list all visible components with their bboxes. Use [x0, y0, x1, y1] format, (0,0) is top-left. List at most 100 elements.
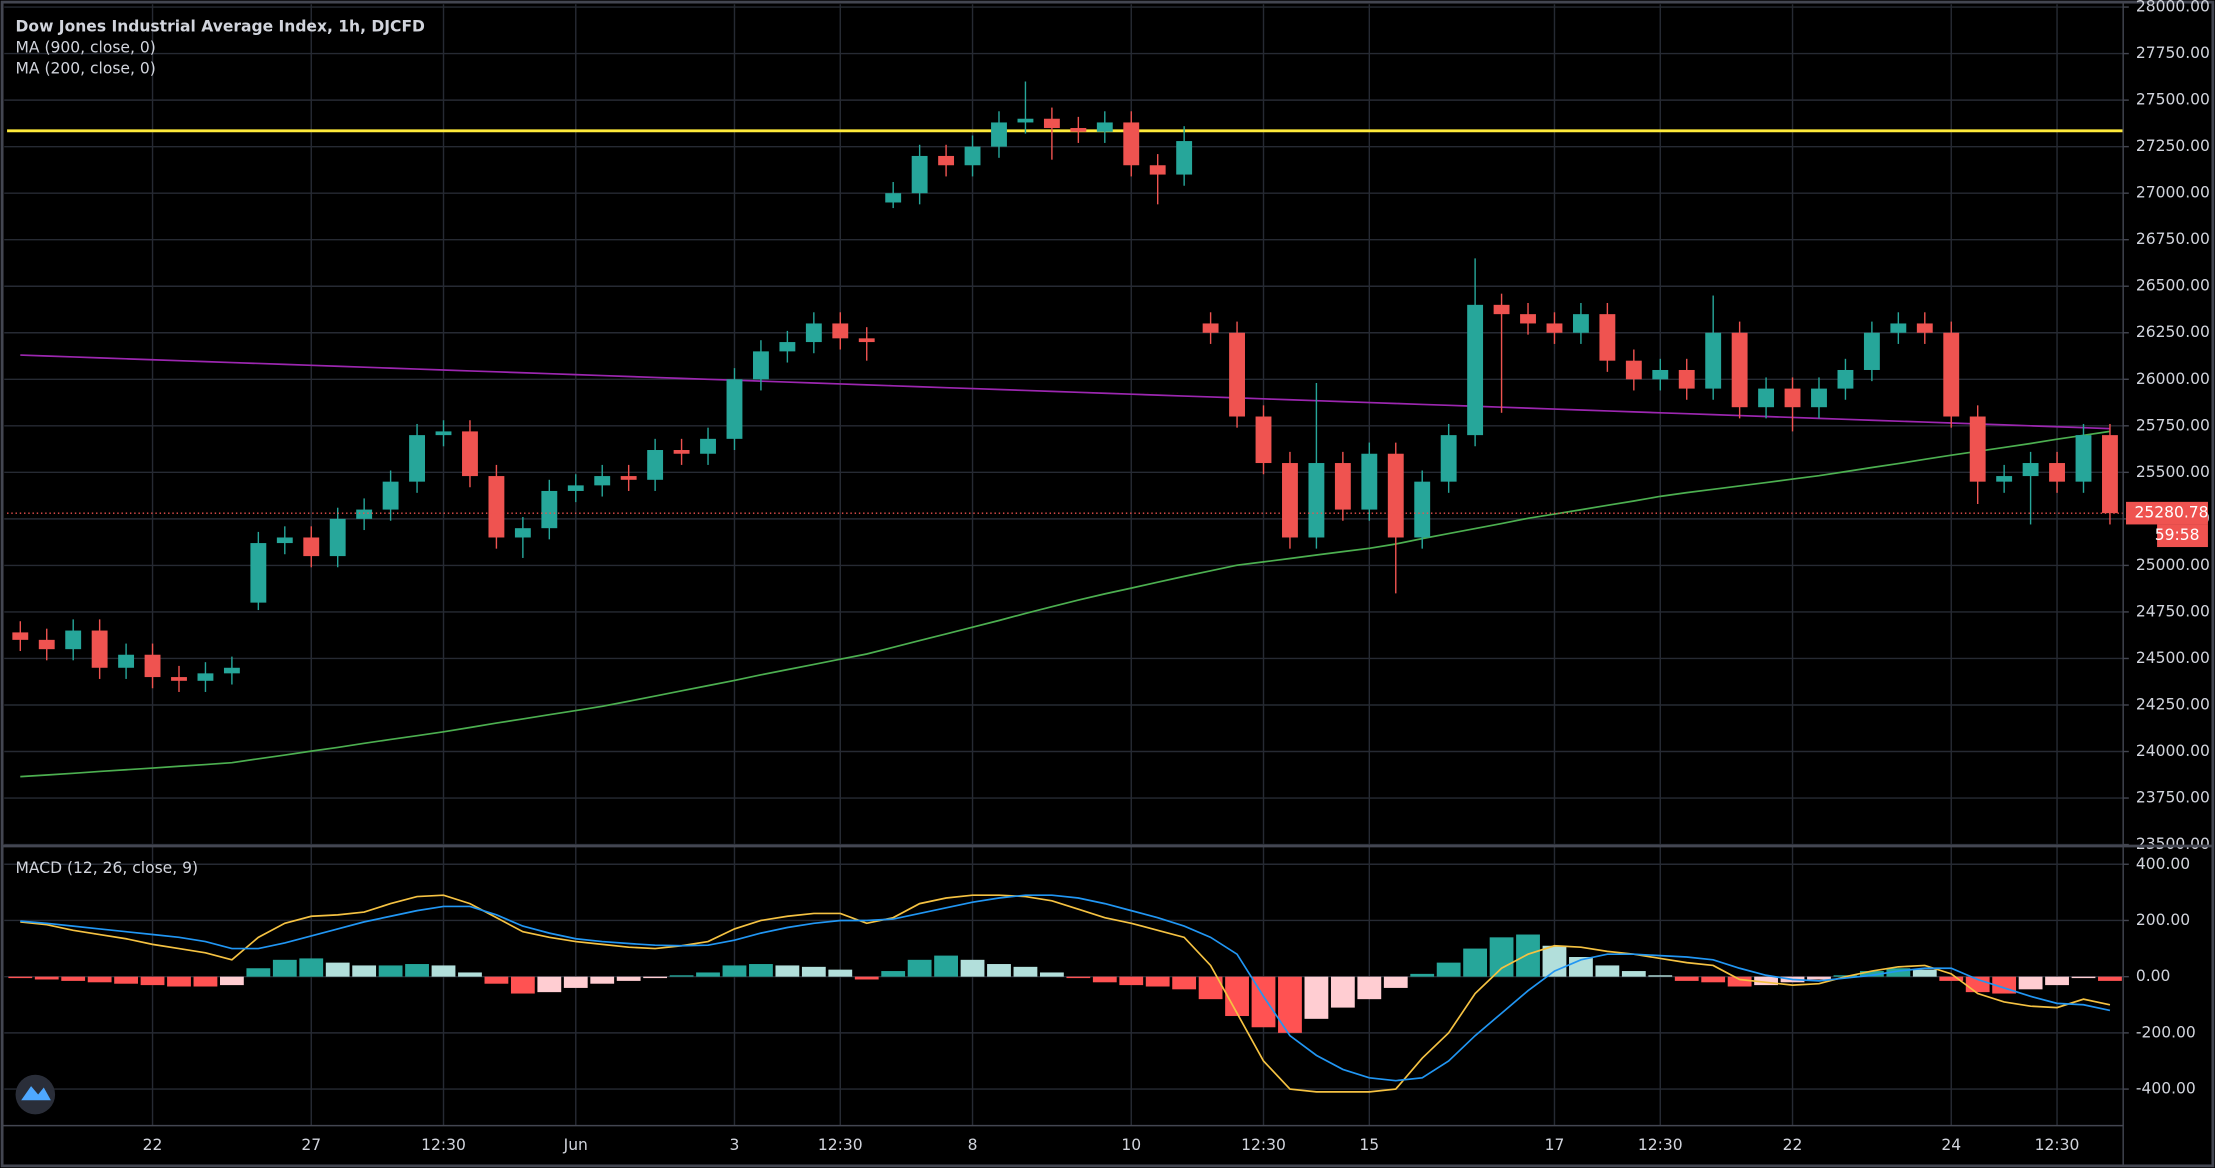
- histogram-bar: [669, 975, 694, 977]
- histogram-bar: [61, 976, 86, 981]
- y-tick-label: 23750.00: [2136, 789, 2210, 807]
- logo-mark: [21, 1086, 51, 1101]
- histogram-bar: [1066, 976, 1091, 979]
- candle-body: [2022, 463, 2039, 477]
- histogram-bar: [193, 976, 218, 987]
- histogram-bar: [1251, 976, 1276, 1028]
- macd-line: [20, 894, 2111, 1082]
- candle-body: [1467, 304, 1484, 436]
- x-tick-label: 22: [1783, 1136, 1803, 1154]
- candle-body: [1414, 481, 1431, 538]
- candle-body: [329, 518, 346, 557]
- y-tick-label: 26750.00: [2136, 230, 2210, 248]
- candle-body: [2102, 435, 2118, 514]
- histogram-bar: [828, 969, 853, 977]
- candle-body: [700, 438, 716, 454]
- histogram-bar: [1410, 973, 1435, 977]
- candle-body: [65, 630, 82, 650]
- logo: [15, 1074, 56, 1115]
- candle-body: [1043, 118, 1060, 129]
- y-tick-label: -400.00: [2136, 1080, 2196, 1098]
- y-tick-label: 26250.00: [2136, 323, 2210, 341]
- histogram-bar: [1330, 976, 1355, 1008]
- histogram-bar: [1304, 976, 1329, 1019]
- histogram-bar: [1674, 976, 1699, 981]
- candle-body: [911, 155, 928, 194]
- candle-body: [488, 476, 505, 538]
- histogram-bar: [140, 976, 165, 986]
- candle-body: [1202, 323, 1219, 333]
- y-tick-label: 200.00: [2136, 911, 2190, 929]
- candle-body: [1943, 332, 1960, 417]
- candle-body: [1520, 314, 1536, 324]
- candle-body: [409, 435, 425, 482]
- candle-body: [594, 476, 611, 486]
- y-tick-label: 24000.00: [2136, 742, 2210, 760]
- candle-body: [1149, 165, 1166, 175]
- x-tick-label: 17: [1545, 1136, 1565, 1154]
- y-tick-label: 400.00: [2136, 855, 2190, 873]
- candle-body: [1308, 463, 1325, 538]
- candle-body: [1361, 453, 1378, 510]
- y-tick-label: -200.00: [2136, 1023, 2196, 1041]
- candle-body: [2075, 435, 2092, 482]
- histogram-bar: [1701, 976, 1726, 983]
- x-tick-label: 10: [1121, 1136, 1141, 1154]
- candle-body: [1017, 118, 1034, 123]
- candle-body: [91, 630, 108, 668]
- countdown-box: [2157, 524, 2208, 548]
- y-tick-label: 25000.00: [2136, 556, 2210, 574]
- candle-body: [223, 667, 240, 674]
- macd-line: [20, 894, 2111, 1093]
- y-tick-label: 27500.00: [2136, 91, 2210, 109]
- chart-title: Dow Jones Industrial Average Index, 1h, …: [16, 17, 426, 35]
- candle-body: [1176, 141, 1193, 175]
- candle-body: [276, 537, 293, 544]
- histogram-bar: [1595, 965, 1620, 977]
- histogram-bar: [167, 976, 191, 987]
- countdown-label: 59:58: [2155, 526, 2200, 544]
- y-tick-label: 26000.00: [2136, 370, 2210, 388]
- histogram-bar: [987, 964, 1011, 977]
- y-tick-label: 23500.00: [2136, 835, 2210, 853]
- candle-body: [885, 193, 902, 203]
- histogram-bar: [1092, 976, 1117, 983]
- y-tick-label: 27250.00: [2136, 137, 2210, 155]
- x-tick-label: 3: [730, 1136, 740, 1154]
- y-tick-label: 27750.00: [2136, 44, 2210, 62]
- histogram-bar: [801, 966, 826, 977]
- legend-entry: MA (200, close, 0): [16, 60, 156, 78]
- histogram-bar: [1383, 976, 1408, 988]
- histogram-bar: [881, 971, 906, 977]
- candle-body: [171, 677, 187, 681]
- y-tick-label: 24750.00: [2136, 602, 2210, 620]
- histogram-bar: [34, 976, 59, 980]
- histogram-bar: [1648, 975, 1673, 977]
- histogram-bar: [960, 959, 985, 977]
- y-tick-label: 26500.00: [2136, 277, 2210, 295]
- x-tick-label: 22: [143, 1136, 163, 1154]
- candle-body: [567, 485, 584, 491]
- x-tick-label: 27: [301, 1136, 321, 1154]
- last-price-box: [2126, 501, 2208, 525]
- histogram-bar: [1516, 934, 1540, 977]
- candle-body: [462, 431, 478, 477]
- y-tick-label: 24500.00: [2136, 649, 2210, 667]
- histogram-bar: [484, 976, 509, 984]
- candle-body: [1255, 416, 1272, 464]
- histogram-bar: [537, 976, 562, 993]
- x-tick-label: Jun: [563, 1136, 588, 1154]
- histogram-bar: [590, 976, 615, 984]
- candle-body: [832, 323, 849, 339]
- candle-body: [382, 481, 399, 510]
- histogram-bar: [378, 965, 403, 977]
- histogram-bar: [1039, 972, 1064, 977]
- histogram-bar: [1225, 976, 1249, 1017]
- x-tick-label: 24: [1941, 1136, 1961, 1154]
- histogram-bar: [1939, 976, 1964, 981]
- histogram-bar: [431, 965, 456, 977]
- y-tick-label: 0.00: [2136, 967, 2171, 985]
- candle-body: [197, 673, 214, 681]
